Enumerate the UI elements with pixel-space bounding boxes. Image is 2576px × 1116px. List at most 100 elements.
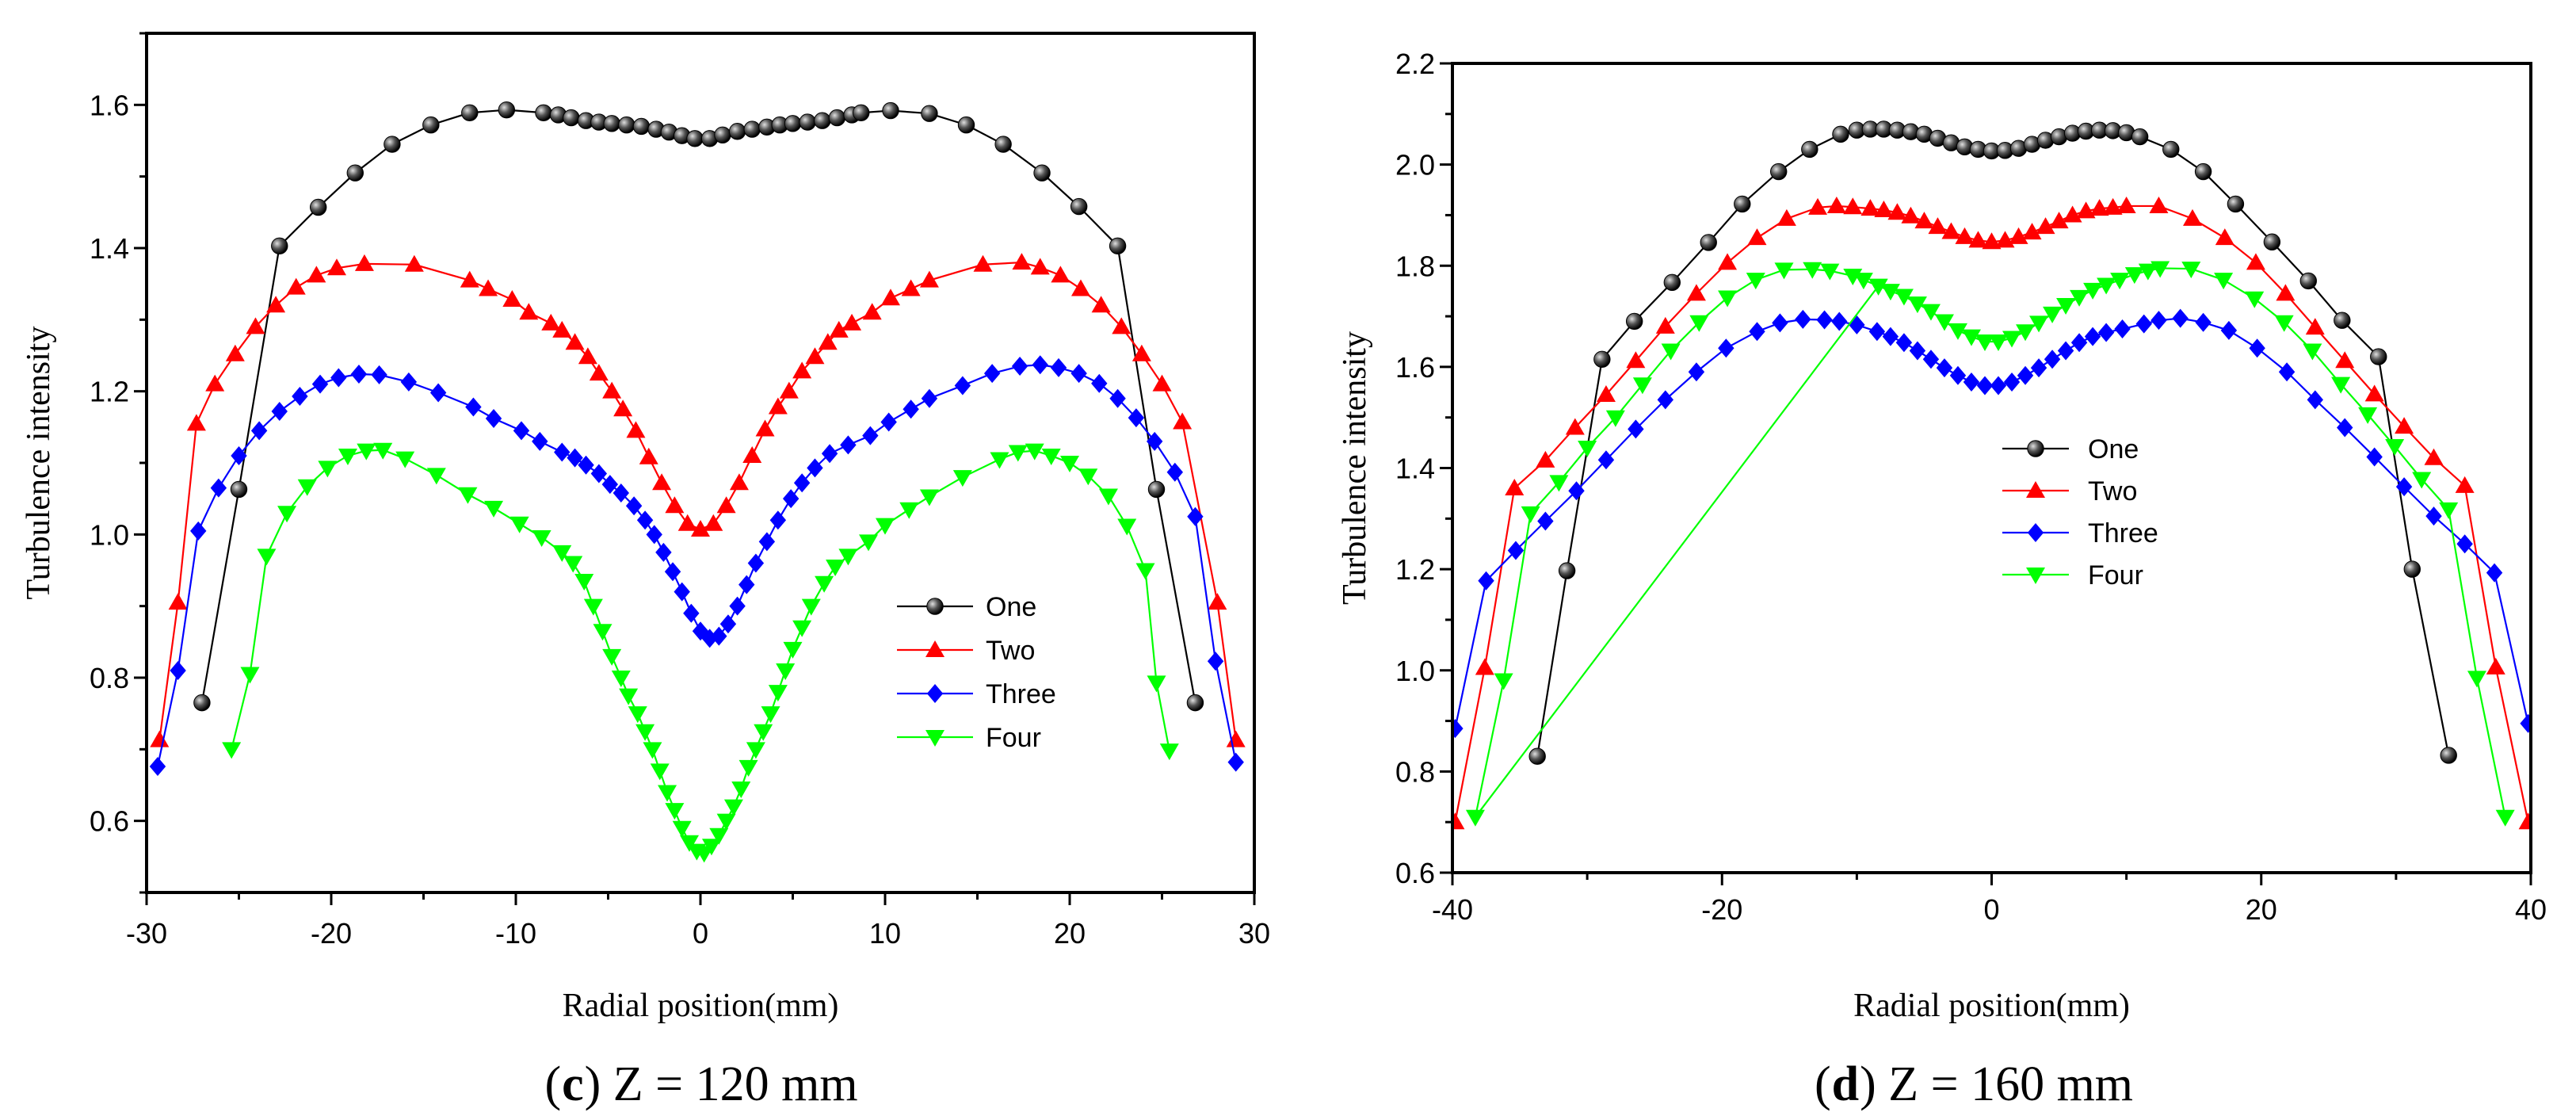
marker-triangle-up xyxy=(919,270,939,288)
figure-caption: (d) Z = 160 mm xyxy=(1815,1057,2133,1111)
marker-circle xyxy=(1593,350,1611,369)
marker-circle xyxy=(686,130,704,147)
marker-triangle-up xyxy=(1112,317,1132,334)
marker-diamond xyxy=(2057,341,2074,361)
marker-diamond xyxy=(2249,338,2265,358)
marker-triangle-up xyxy=(805,347,825,365)
marker-triangle-up xyxy=(168,593,188,610)
marker-triangle-down xyxy=(1041,448,1061,465)
marker-circle xyxy=(603,115,620,132)
marker-circle xyxy=(498,101,516,119)
marker-diamond xyxy=(2366,447,2383,467)
marker-circle xyxy=(743,120,761,138)
marker-triangle-up xyxy=(479,279,498,296)
marker-diamond xyxy=(330,368,347,388)
marker-triangle-down xyxy=(1718,290,1738,308)
marker-triangle-up xyxy=(1626,351,1646,369)
marker-diamond xyxy=(1749,322,1765,342)
marker-diamond xyxy=(371,365,387,384)
marker-triangle-up xyxy=(779,381,799,399)
marker-circle xyxy=(2370,348,2387,365)
marker-triangle-up xyxy=(1843,197,1863,215)
marker-triangle-up xyxy=(2246,253,2265,270)
marker-triangle-down xyxy=(1948,323,1967,340)
series-line xyxy=(1454,204,2529,823)
marker-triangle-down xyxy=(2214,273,2234,290)
marker-circle xyxy=(1700,234,1717,251)
marker-triangle-up xyxy=(602,381,622,399)
marker-triangle-down xyxy=(2016,324,2036,342)
y-tick-label: 1.2 xyxy=(90,376,129,408)
y-tick-label: 1.4 xyxy=(90,232,129,265)
marker-diamond xyxy=(2456,534,2473,554)
marker-triangle-down xyxy=(2029,315,2049,333)
marker-triangle-down xyxy=(761,706,780,724)
marker-circle xyxy=(422,116,440,134)
marker-triangle-up xyxy=(519,303,539,320)
marker-diamond xyxy=(1816,310,1833,330)
marker-triangle-up xyxy=(565,333,585,350)
marker-triangle-up xyxy=(652,473,672,491)
y-tick-label: 2.2 xyxy=(1395,48,1435,80)
marker-triangle-up xyxy=(925,640,945,657)
y-tick-label: 1.2 xyxy=(1395,553,1435,586)
marker-triangle-down xyxy=(2083,282,2103,300)
marker-circle xyxy=(271,237,288,254)
x-tick-label: 20 xyxy=(1054,917,1086,950)
marker-triangle-up xyxy=(1030,258,1050,275)
marker-triangle-up xyxy=(589,364,609,381)
marker-circle xyxy=(193,694,211,712)
marker-triangle-down xyxy=(643,742,662,759)
marker-triangle-up xyxy=(2215,228,2234,246)
marker-diamond xyxy=(793,473,811,493)
marker-circle xyxy=(1109,237,1127,254)
marker-diamond xyxy=(532,431,548,451)
marker-diamond xyxy=(807,458,823,478)
series-four xyxy=(222,442,1179,863)
marker-triangle-down xyxy=(1098,488,1118,506)
marker-triangle-down xyxy=(277,506,297,523)
marker-diamond xyxy=(1568,481,1585,501)
marker-diamond xyxy=(1628,419,1644,439)
chart-d: -40 -20 0 20 40 0.6 0.8 1.0 1.2 1.4 1.6 1.8 2.0 2.2 Ra… xyxy=(1337,48,2547,1111)
marker-triangle-up xyxy=(704,514,723,531)
marker-triangle-up xyxy=(729,473,749,491)
marker-triangle-down xyxy=(731,782,751,799)
marker-diamond xyxy=(2030,358,2047,378)
series-one xyxy=(1528,120,2457,765)
marker-triangle-down xyxy=(838,548,858,566)
marker-diamond xyxy=(613,483,630,503)
marker-triangle-down xyxy=(738,759,758,777)
marker-triangle-up xyxy=(1655,316,1675,334)
marker-triangle-down xyxy=(593,624,613,641)
marker-diamond xyxy=(231,445,247,465)
marker-triangle-up xyxy=(639,447,658,464)
legend-label: One xyxy=(2088,434,2139,464)
marker-diamond xyxy=(711,626,727,646)
marker-triangle-down xyxy=(628,706,647,724)
marker-diamond xyxy=(1070,364,1087,384)
caption-open-paren: ( xyxy=(1815,1057,1831,1111)
marker-triangle-up xyxy=(1941,222,1961,239)
marker-triangle-down xyxy=(426,468,446,485)
marker-diamond xyxy=(567,448,583,468)
marker-triangle-down xyxy=(1689,315,1709,332)
marker-triangle-up xyxy=(1901,206,1921,224)
marker-circle xyxy=(309,198,327,216)
caption-letter: d xyxy=(1832,1057,1859,1111)
marker-triangle-down xyxy=(2124,267,2144,285)
marker-diamond xyxy=(646,525,662,545)
marker-circle xyxy=(882,101,899,120)
marker-triangle-down xyxy=(222,742,242,759)
series-three xyxy=(149,355,1244,777)
marker-diamond xyxy=(2135,314,2152,334)
marker-circle xyxy=(346,164,364,182)
marker-triangle-down xyxy=(2439,502,2459,519)
marker-triangle-up xyxy=(2103,197,2123,215)
marker-diamond xyxy=(1922,350,1940,369)
marker-triangle-up xyxy=(2116,196,2136,213)
marker-triangle-down xyxy=(373,442,393,460)
marker-triangle-up xyxy=(2395,417,2414,434)
marker-diamond xyxy=(2425,506,2442,526)
marker-diamond xyxy=(429,383,447,403)
